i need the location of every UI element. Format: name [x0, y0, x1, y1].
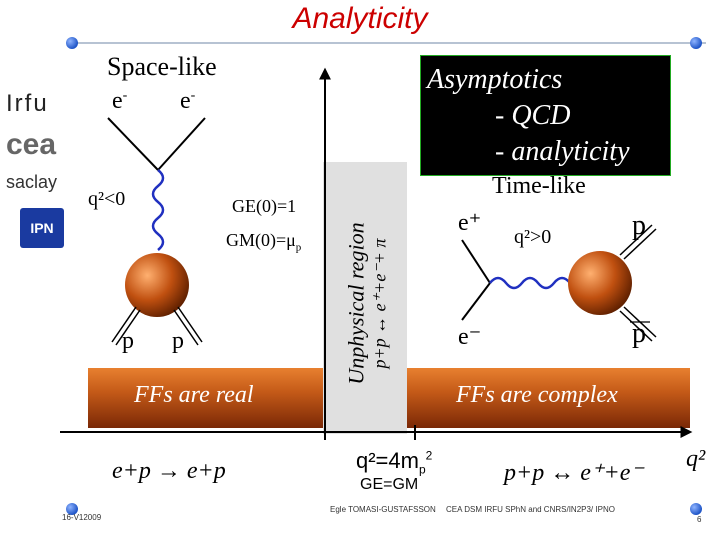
bullet-dot-icon	[690, 503, 702, 515]
antiproton-label: p	[632, 318, 646, 349]
proton-out-label: p	[172, 328, 184, 354]
slide-title: Analyticity	[292, 2, 428, 35]
timelike-label: Time-like	[492, 173, 586, 199]
timelike-photon	[489, 276, 571, 290]
electron-label: e⁻	[458, 324, 482, 350]
spacelike-process: e+p → e+p	[112, 458, 226, 484]
ff-complex-label: FFs are complex	[456, 382, 618, 408]
asymptotics-qcd: - QCD	[495, 100, 571, 131]
cea-logo: cea	[6, 128, 57, 161]
timelike-process: p+p ↔ e⁺+e⁻	[504, 460, 644, 486]
bullet-dot-icon	[690, 37, 702, 49]
spacelike-q2: q²<0	[88, 188, 126, 210]
ipn-logo: IPN	[20, 208, 64, 248]
footer-affiliation: CEA DSM IRFU SPhN and CNRS/IN2P3/ IPNO	[446, 505, 615, 514]
timelike-q2: q²>0	[514, 226, 552, 248]
asymptotics-analyticity: - analyticity	[495, 136, 630, 167]
threshold-label: q²=4mp2	[356, 448, 433, 477]
irfu-logo: Irfu	[6, 90, 49, 117]
page-number: 6	[697, 515, 702, 524]
proton-in-label: p	[122, 328, 134, 354]
ff-real-label: FFs are real	[134, 382, 254, 408]
footer-date: 16-V12009	[62, 513, 102, 522]
electron-out-line	[157, 117, 206, 171]
unphysical-region: Unphysical region p+p ↔ e⁺+e⁻+ π	[323, 162, 407, 434]
asymptotics-box: Asymptotics - QCD - analyticity	[420, 55, 671, 176]
proton-blob	[125, 253, 189, 317]
bullet-dot-icon	[66, 503, 78, 515]
q2-axis-label: q²	[686, 446, 706, 472]
electron-out-label: e-	[180, 88, 196, 114]
electron-in-line	[107, 117, 159, 171]
spacelike-label: Space-like	[107, 52, 217, 81]
asymptotics-title: Asymptotics	[427, 64, 563, 95]
bullet-dot-icon	[66, 37, 78, 49]
footer-author: Egle TOMASI-GUSTAFSSON	[330, 505, 436, 514]
proton-label: p	[632, 210, 646, 241]
timelike-nucleon-blob	[568, 251, 632, 315]
electron-in-label: e-	[112, 88, 128, 114]
positron-label: e⁺	[458, 210, 482, 236]
saclay-logo: saclay	[6, 172, 58, 192]
photon-line	[151, 169, 165, 251]
ge-gm-label: GE=GM	[360, 476, 419, 493]
title-divider	[66, 42, 706, 44]
gm-normalization: GM(0)=μp	[226, 230, 302, 254]
ge-normalization: GE(0)=1	[232, 196, 297, 216]
